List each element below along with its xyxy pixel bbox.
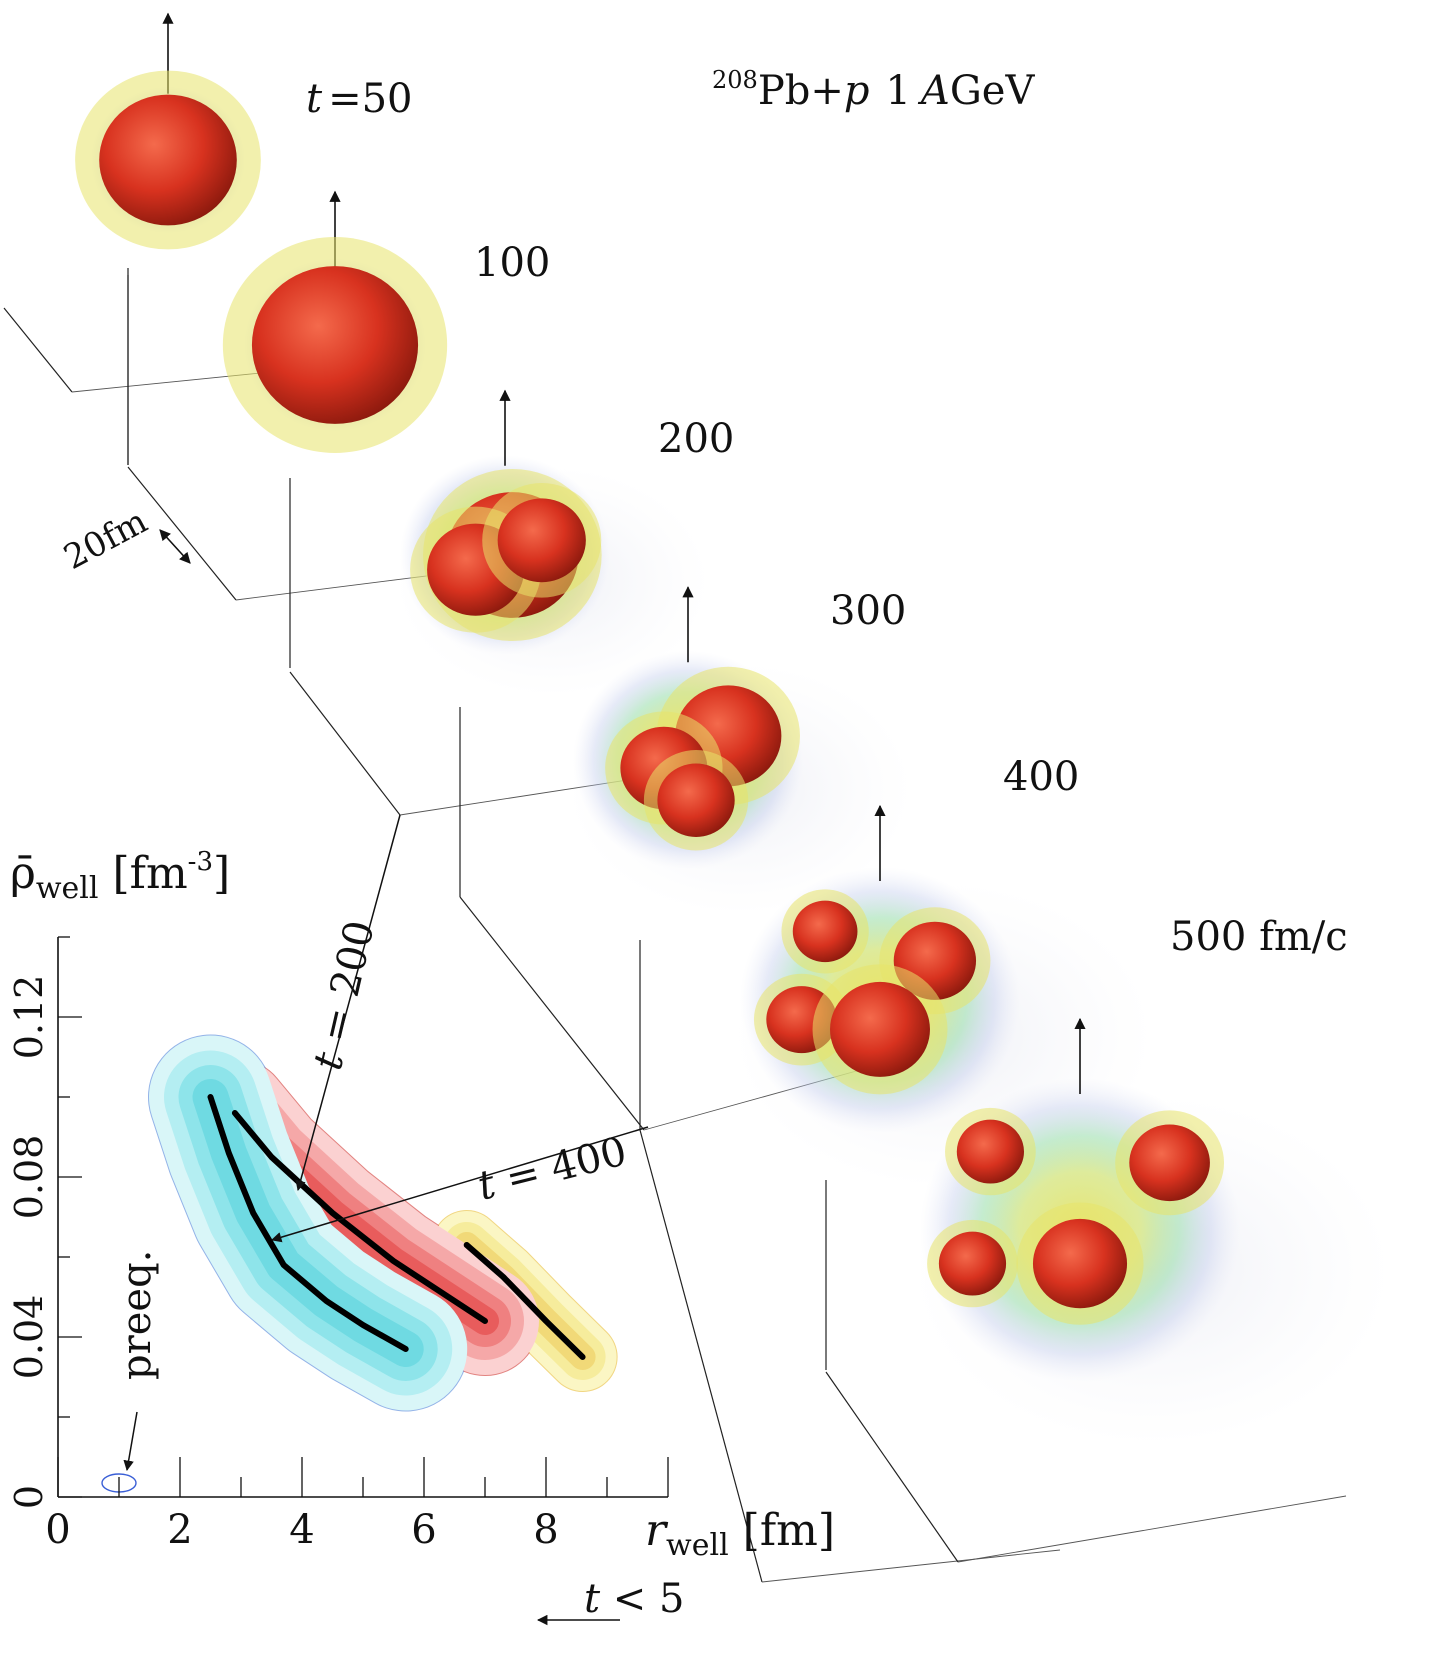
title-energy: 1 (885, 68, 910, 114)
title-energy-a: A (917, 68, 950, 114)
snapshot-300 (567, 586, 913, 916)
x-tick-label: 2 (167, 1507, 192, 1553)
snapshot-200 (394, 389, 710, 697)
figure-title: 208Pb+p 1 AGeV (712, 66, 1035, 114)
x-tick-label: 4 (289, 1507, 314, 1553)
annotation-preeq-label: preeq. (114, 1250, 160, 1380)
snapshot-label-300: 300 (830, 588, 906, 634)
y-tick-label: 0.12 (7, 975, 51, 1060)
title-mass: 208 (712, 66, 758, 94)
y-tick-label: 0 (7, 1485, 51, 1509)
snapshot-label-100: 100 (474, 240, 550, 286)
annotation-t200-arrow (295, 814, 401, 1192)
snapshot-label-50: t =50 (306, 76, 413, 122)
fragment-core (657, 763, 735, 837)
fragment-core (1129, 1124, 1210, 1202)
frame-6 (825, 1180, 1347, 1563)
snapshot-500 (912, 1017, 1392, 1446)
y-tick-label: 0.08 (7, 1135, 51, 1220)
ridge-line-yellow (463, 1242, 586, 1360)
fragment-core (99, 94, 237, 226)
x-axis-label: rwell [fm] (645, 1505, 835, 1563)
frame-depth-axis (3, 307, 73, 393)
fragment-core (830, 981, 930, 1077)
annotation-t200-label: t = 200 (305, 916, 384, 1074)
frame-floor-axis (761, 1549, 1061, 1583)
title-energy-gev: GeV (950, 68, 1036, 114)
ridge-line-red (231, 1110, 488, 1324)
annotation-t5-label: t < 5 (584, 1576, 684, 1622)
fragment-core (956, 1119, 1024, 1184)
fragment-core (1032, 1218, 1128, 1309)
snapshot-100 (222, 190, 448, 453)
scale-marker: 20fm (57, 501, 191, 578)
fragment-core (792, 900, 858, 963)
x-tick-label: 6 (411, 1507, 436, 1553)
y-axis-label: ρ̄well [fm-3] (10, 847, 230, 906)
x-tick-label: 8 (533, 1507, 558, 1553)
x-tick-label: 0 (45, 1507, 70, 1553)
title-reaction: Pb+ (758, 68, 844, 114)
snapshot-label-200: 200 (658, 416, 734, 462)
snapshot-labels: t =50 100 200 300 400 500 fm/c (306, 76, 1348, 960)
scale-label: 20fm (57, 501, 154, 578)
frame-depth-axis (639, 1129, 763, 1583)
annotation-t400-arrow (270, 1126, 649, 1243)
frame-depth-axis (825, 1371, 959, 1563)
frame-depth-axis (459, 896, 645, 1131)
frame-floor-axis (957, 1495, 1347, 1563)
snapshot-label-400: 400 (1003, 754, 1079, 800)
snapshot-50 (75, 12, 261, 250)
annotation-t400-label: t = 400 (473, 1128, 631, 1209)
chart: 0 2 4 6 8 0 0.04 0.08 0.12 rwell [fm] ρ̄well [fm-3… (7, 814, 835, 1626)
fragment-core (251, 266, 419, 424)
fragment-core (497, 498, 586, 583)
y-tick-label: 0.04 (7, 1295, 51, 1380)
annotation-preeq-arrow (123, 1411, 138, 1472)
scale-arrow (159, 529, 191, 564)
fragment-core (938, 1231, 1007, 1296)
snapshot-images (75, 12, 1392, 1446)
snapshot-frames (3, 268, 1347, 1583)
frame-depth-axis (289, 671, 401, 816)
title-projectile: p (844, 68, 870, 114)
ridge-line-cyan (207, 1094, 409, 1352)
frame-5 (639, 940, 1061, 1583)
snapshot-label-500: 500 fm/c (1170, 914, 1348, 960)
